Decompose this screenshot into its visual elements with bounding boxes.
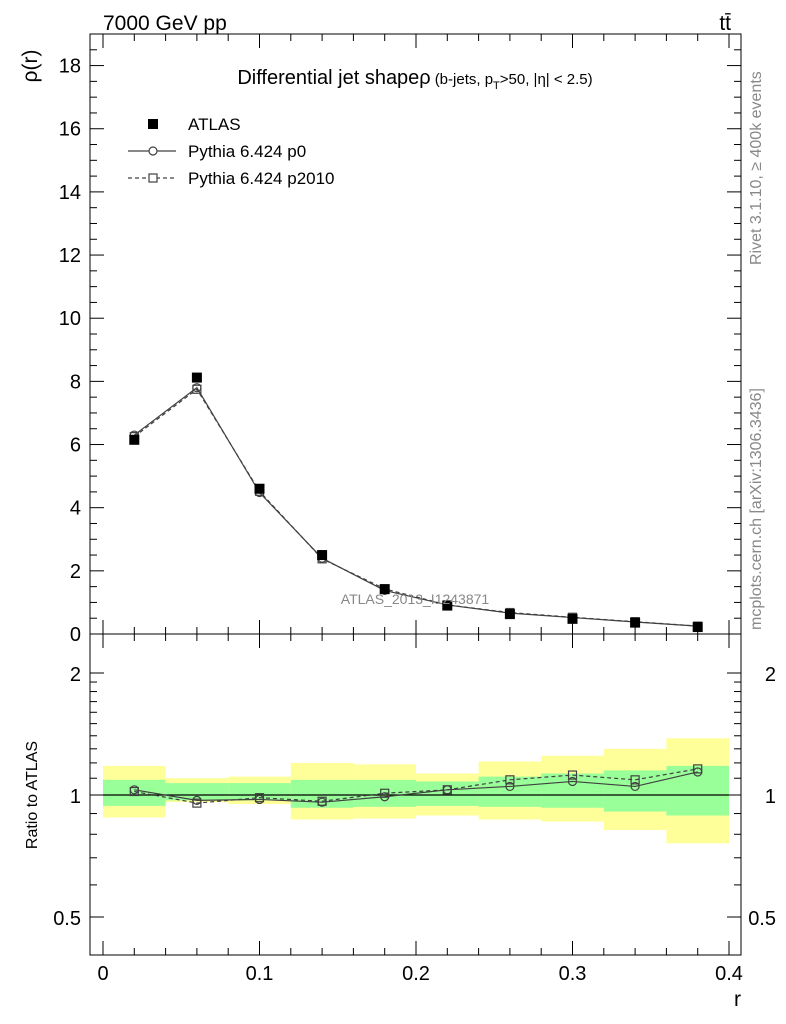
x-tick-label: 0.2 — [402, 963, 430, 985]
ratio-y-axis-label: Ratio to ATLAS — [24, 741, 41, 849]
main-atlas-point — [567, 613, 578, 624]
main-y-tick-label: 2 — [70, 561, 81, 583]
ratio-p2010-point — [192, 798, 202, 808]
main-y-tick-label: 14 — [59, 182, 81, 204]
legend: ATLAS Pythia 6.424 p0 Pythia 6.424 p2010 — [128, 115, 335, 188]
legend-marker-p2010 — [148, 173, 158, 183]
ratio-y-tick-label-right: 0.5 — [748, 908, 776, 930]
legend-entry-label: Pythia 6.424 p2010 — [188, 169, 335, 188]
ratio-p2010-point — [567, 770, 578, 780]
ratio-panel: 0.5 0.51 12 2 0 0.1 0.2 0.3 0.4 Ratio to ATLAS … — [24, 633, 776, 1011]
ratio-y-tick-label-right: 2 — [765, 664, 776, 686]
main-y-axis: 0 2 4 6 8 10 12 14 16 18 — [59, 33, 741, 646]
x-tick-label: 0.3 — [559, 963, 587, 985]
main-title-main: Differential jet shapeρ — [237, 67, 430, 89]
x-tick-label: 0.1 — [246, 963, 274, 985]
energy-label: 7000 GeV pp — [103, 12, 227, 35]
x-axis-label: r — [734, 988, 741, 1011]
legend-entry-label: ATLAS — [188, 115, 241, 134]
process-label: tt̄ — [719, 12, 731, 35]
main-atlas-point — [129, 434, 140, 445]
main-p0-point — [192, 383, 202, 393]
legend-entry-label: Pythia 6.424 p0 — [188, 142, 306, 161]
x-tick-label: 0 — [97, 963, 108, 985]
ratio-p2010-point — [505, 775, 515, 785]
main-x-axis — [102, 34, 730, 634]
main-y-tick-label: 4 — [70, 498, 81, 520]
main-title-sub: (b-jets, p — [435, 71, 493, 88]
main-atlas-point — [630, 617, 641, 628]
main-title-sub-index: T — [493, 80, 500, 92]
x-tick-label: 0.4 — [715, 963, 743, 985]
ratio-p2010-line — [134, 768, 698, 804]
legend-marker-p0 — [148, 146, 158, 156]
main-title-sub-rest: >50, |η| < 2.5) — [500, 71, 593, 88]
main-atlas-point — [442, 600, 453, 611]
analysis-watermark: ATLAS_2013_I1243871 — [341, 591, 490, 607]
ratio-p0-point — [254, 794, 265, 805]
ratio-band-inner — [478, 776, 542, 807]
ratio-band-inner — [165, 783, 229, 801]
ratio-p0-point — [442, 785, 452, 795]
mcplots-label: mcplots.cern.ch [arXiv:1306.3436] — [748, 388, 765, 630]
main-atlas-point — [191, 372, 202, 383]
ratio-p0-line — [134, 771, 698, 803]
ratio-p0-point — [317, 797, 327, 807]
main-y-axis-label: ρ(r) — [19, 50, 42, 83]
main-p0-line — [133, 386, 698, 627]
main-y-tick-label: 6 — [70, 435, 81, 457]
main-plot-area — [129, 372, 703, 633]
ratio-p2010-point — [630, 775, 640, 785]
ratio-p0-point — [505, 781, 515, 792]
main-y-tick-label: 18 — [59, 56, 81, 78]
main-y-tick-label: 16 — [59, 119, 81, 141]
main-y-tick-label: 12 — [59, 245, 81, 267]
ratio-p0-point — [192, 795, 202, 805]
ratio-y-tick-label: 0.5 — [53, 908, 81, 930]
main-title: Differential jet shapeρ (b-jets, pT>50, |… — [237, 67, 592, 92]
ratio-p0-point — [129, 785, 139, 795]
ratio-p0-point — [380, 792, 390, 802]
ratio-y-tick-label: 2 — [70, 664, 81, 686]
main-y-tick-label: 0 — [70, 624, 81, 646]
ratio-band-inner — [103, 779, 166, 806]
main-atlas-point — [504, 609, 515, 620]
ratio-band-inner — [290, 779, 354, 808]
ratio-p0-point — [567, 776, 578, 787]
ratio-p0-point — [693, 767, 703, 777]
main-atlas-point — [317, 550, 328, 561]
ratio-band-inner — [666, 765, 729, 816]
legend-marker-atlas — [148, 119, 158, 129]
ratio-p0-point — [630, 781, 640, 792]
ratio-y-tick-label-right: 1 — [765, 786, 776, 808]
rivet-label: Rivet 3.1.10, ≥ 400k events — [748, 71, 765, 265]
main-y-tick-label: 10 — [59, 308, 81, 330]
ratio-y-tick-label: 1 — [70, 786, 81, 808]
main-panel: 0 2 4 6 8 10 12 14 16 18 ρ(r) Differential jet sh… — [19, 33, 742, 646]
ratio-y-axis: 0.5 0.5 1 1 2 2 — [53, 664, 776, 930]
ratio-band-inner — [228, 783, 291, 801]
main-atlas-point — [379, 584, 390, 595]
main-y-tick-label: 8 — [70, 371, 81, 393]
ratio-x-axis: 0 0.1 0.2 0.3 0.4 — [97, 634, 743, 985]
ratio-plot-area — [103, 738, 729, 844]
ratio-p2010-point — [693, 764, 703, 774]
main-atlas-point — [254, 483, 265, 494]
